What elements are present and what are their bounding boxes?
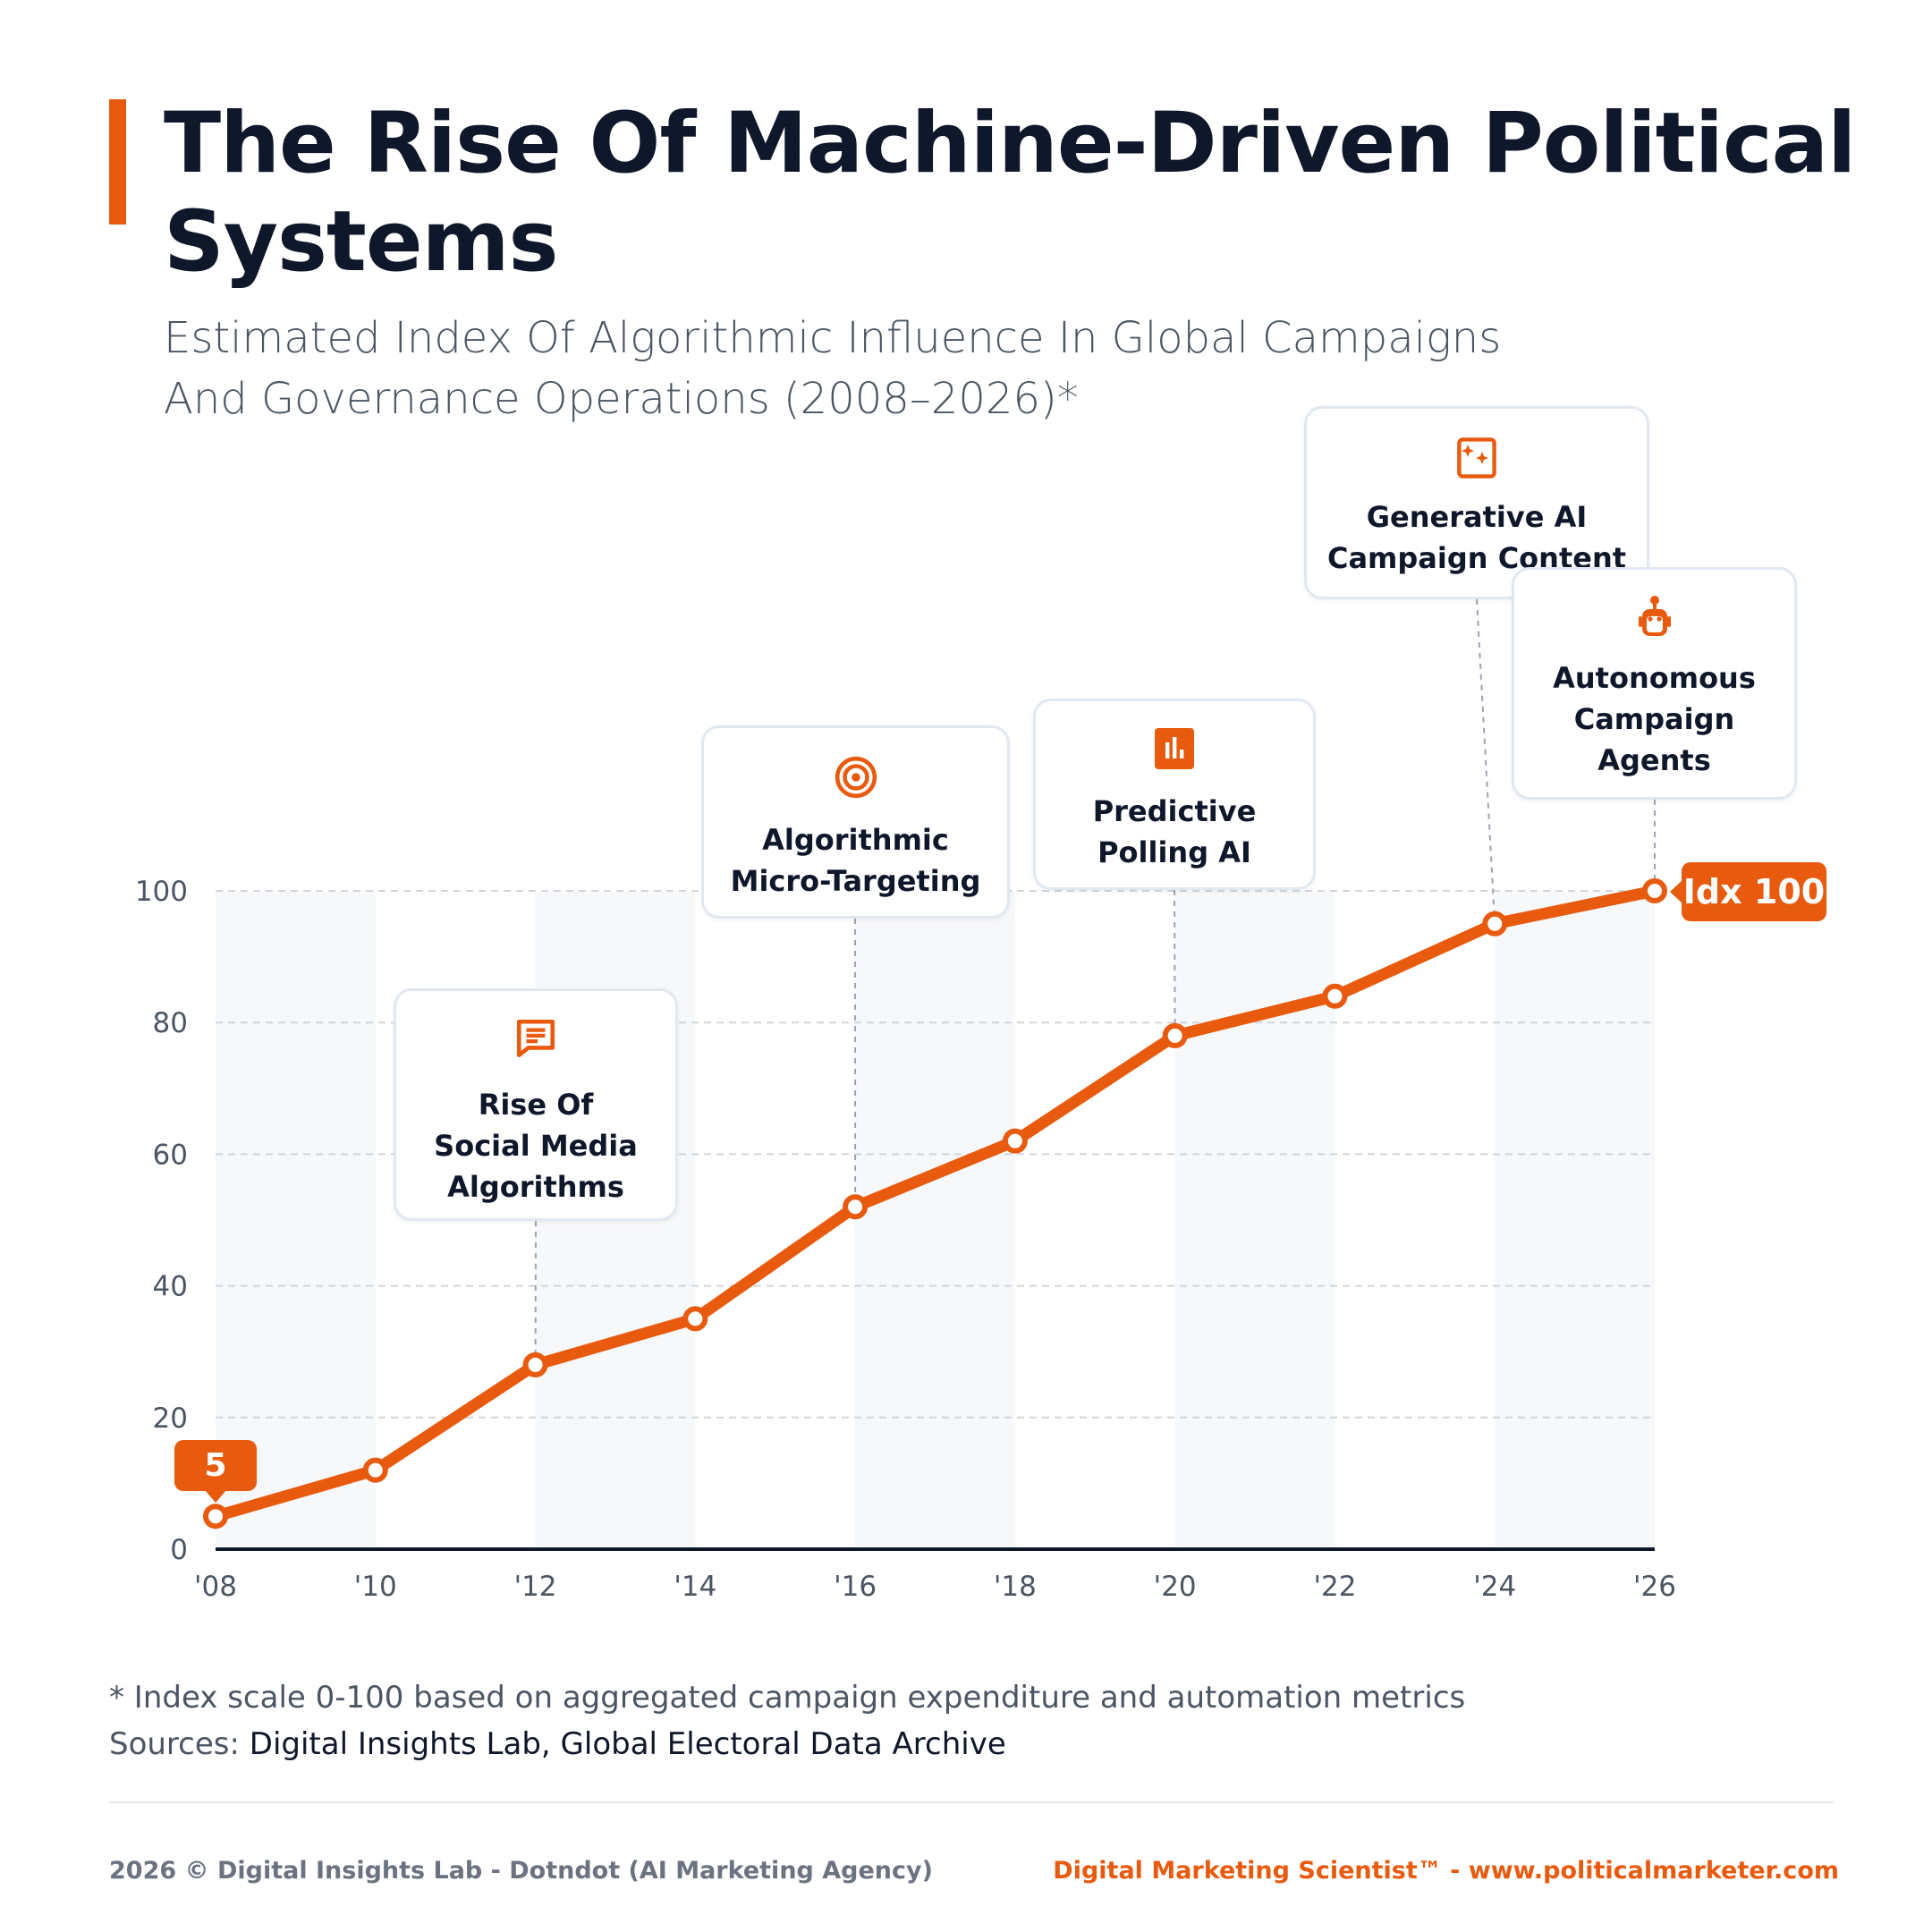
annotation-micro-targeting: Algorithmic Micro-Targeting xyxy=(701,725,1010,919)
data-point xyxy=(1002,1128,1028,1154)
data-point xyxy=(362,1457,388,1483)
x-tick-label: '26 xyxy=(1633,1571,1676,1603)
start-label-pointer xyxy=(205,1490,226,1503)
sparkle-image-icon xyxy=(1457,437,1496,479)
chat-icon xyxy=(516,1019,555,1058)
footer-divider xyxy=(109,1801,1834,1803)
data-point xyxy=(522,1352,548,1377)
annotation-predictive-polling: Predictive Polling AI xyxy=(1033,699,1316,890)
annotation-autonomous-agents: Autonomous Campaign Agents xyxy=(1512,567,1797,800)
footnote: * Index scale 0-100 based on aggregated … xyxy=(109,1680,1466,1716)
bar-chart-icon xyxy=(1155,728,1194,769)
series-line xyxy=(209,885,1661,1522)
y-tick-label: 60 xyxy=(153,1139,188,1171)
footer-website-link[interactable]: Digital Marketing Scientist™ - www.polit… xyxy=(1053,1857,1839,1885)
annotation-generative-ai: Generative AI Campaign Content xyxy=(1304,406,1649,599)
y-tick-label: 80 xyxy=(153,1007,188,1039)
x-tick-label: '18 xyxy=(994,1571,1037,1603)
annotation-label: Autonomous Campaign Agents xyxy=(1553,661,1756,777)
sources: Sources: Digital Insights Lab, Global El… xyxy=(109,1726,1006,1762)
page-subtitle: Estimated Index Of Algorithmic Influence… xyxy=(164,313,1502,424)
data-point xyxy=(1482,911,1508,936)
y-tick-label: 20 xyxy=(153,1402,188,1435)
footer-copyright: 2026 © Digital Insights Lab - Dotndot (A… xyxy=(109,1857,933,1885)
annotation-label: Predictive Polling AI xyxy=(1092,794,1257,869)
data-point xyxy=(843,1194,869,1220)
y-tick-label: 100 xyxy=(135,876,188,908)
sources-list: Digital Insights Lab, Global Electoral D… xyxy=(249,1726,1006,1762)
annotation-label: Generative AI Campaign Content xyxy=(1326,500,1627,575)
x-tick-label: '22 xyxy=(1313,1571,1356,1603)
data-point xyxy=(1162,1022,1188,1048)
data-point xyxy=(203,1504,228,1530)
x-tick-label: '20 xyxy=(1154,1571,1197,1603)
end-label-pointer xyxy=(1670,880,1682,903)
y-tick-label: 40 xyxy=(153,1271,188,1303)
page-title: The Rise Of Machine-Driven Political Sys… xyxy=(164,95,1856,291)
data-point xyxy=(1322,983,1348,1009)
x-tick-label: '14 xyxy=(674,1571,716,1603)
end-value-label: Idx 100 xyxy=(1682,862,1826,921)
x-tick-label: '08 xyxy=(194,1571,237,1603)
background-band xyxy=(216,891,376,1549)
title-accent-bar xyxy=(109,99,126,225)
sources-label: Sources: xyxy=(109,1726,250,1762)
annotation-leader-line xyxy=(1174,889,1176,1036)
annotation-label: Algorithmic Micro-Targeting xyxy=(730,823,981,898)
background-band xyxy=(855,891,1015,1549)
data-point xyxy=(1642,878,1667,903)
robot-icon xyxy=(1638,596,1671,636)
background-band xyxy=(1495,891,1655,1549)
annotation-leader-line xyxy=(1476,598,1496,924)
annotation-social-media: Rise Of Social Media Algorithms xyxy=(394,988,678,1221)
background-band xyxy=(1174,891,1335,1549)
x-tick-label: '12 xyxy=(514,1571,557,1603)
x-tick-label: '16 xyxy=(834,1571,877,1603)
x-tick-label: '10 xyxy=(354,1571,397,1603)
data-point xyxy=(682,1306,708,1332)
target-icon xyxy=(835,756,877,799)
annotation-label: Rise Of Social Media Algorithms xyxy=(434,1088,638,1204)
x-tick-label: '24 xyxy=(1473,1571,1516,1603)
start-value-label: 5 xyxy=(174,1440,257,1491)
y-tick-label: 0 xyxy=(170,1534,188,1566)
